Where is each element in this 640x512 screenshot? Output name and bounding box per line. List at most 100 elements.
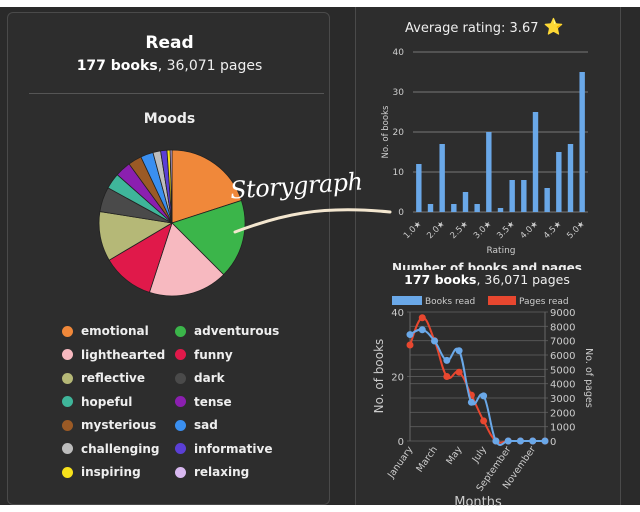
legend-item-tense: tense [175, 394, 295, 410]
line-point [431, 337, 439, 345]
bar-4.0 [532, 112, 539, 212]
line-point [480, 417, 488, 425]
moods-legend: emotional adventurous lighthearted funny ref… [62, 323, 302, 480]
pie-slice-lighthearted [148, 222, 225, 297]
line-point [480, 392, 488, 400]
line-point [455, 368, 463, 376]
line-y-axis-label: No. of books [372, 339, 386, 414]
legend-swatch [62, 349, 73, 360]
legend-item-dark: dark [175, 370, 295, 386]
bar-2.75 [474, 204, 480, 212]
line-y2-tick-label: 3000 [550, 394, 575, 405]
bar-1.0 [416, 164, 422, 212]
bar-5.0 [579, 72, 585, 212]
bar-2.0 [439, 144, 445, 212]
legend-swatch [175, 419, 186, 431]
line-y2-tick-label: 1000 [550, 423, 575, 434]
bar-3.0 [486, 132, 492, 212]
legend-label: tense [194, 394, 232, 409]
pie-slice-relaxing [169, 149, 173, 224]
legend-item-sad: sad [175, 417, 295, 433]
bar-2.5 [462, 192, 469, 212]
legend-item-relaxing: relaxing [175, 464, 295, 480]
bar-x-tick-label: 2.0★ [425, 219, 447, 241]
bar-1.5 [427, 204, 434, 212]
legend-label: emotional [81, 324, 149, 338]
bar-y-tick-label: 30 [393, 88, 405, 98]
legend-item-inspiring: inspiring [62, 464, 175, 480]
line-point [443, 373, 451, 380]
books-count: 177 books [404, 272, 477, 287]
bar-x-tick-label: 3.5★ [495, 219, 517, 241]
line-y2-tick-label: 7000 [550, 337, 575, 348]
stats-panel [355, 7, 621, 505]
line-x-axis-label: Months [454, 495, 502, 510]
line-y-tick-label: 20 [391, 373, 404, 384]
legend-swatch [175, 443, 186, 454]
legend-swatch [175, 396, 186, 407]
legend-label: funny [194, 347, 233, 362]
line-point [455, 347, 463, 355]
line-series-books-read [409, 328, 545, 446]
legend-label: lighthearted [81, 347, 166, 362]
bar-4.5 [556, 152, 562, 212]
read-summary: 177 books, 36,071 pages [8, 58, 331, 74]
legend-label: adventurous [194, 324, 280, 338]
legend-item-funny: funny [175, 347, 295, 363]
line-y2-tick-label: 9000 [550, 308, 575, 319]
legend-swatch [62, 443, 73, 454]
line-y-tick-label: 0 [398, 437, 404, 448]
legend-label: reflective [81, 371, 146, 385]
star-icon: ⭐ [543, 17, 564, 36]
line-point [467, 398, 475, 406]
legend-item-reflective: reflective [62, 370, 175, 386]
legend-swatch [62, 466, 73, 478]
legend-label: mysterious [81, 418, 157, 432]
line-y2-tick-label: 0 [550, 437, 556, 448]
bar-x-axis-label: Rating [486, 246, 515, 256]
read-title: Read [145, 33, 194, 53]
legend-label: hopeful [81, 394, 133, 409]
line-point [443, 356, 451, 364]
books-count: 177 books [76, 58, 158, 74]
average-rating: Average rating: 3.67 ⭐ [405, 17, 563, 36]
legend-swatch [62, 396, 73, 407]
bar-3.75 [521, 180, 527, 212]
legend-item-adventurous: adventurous [175, 323, 295, 339]
bar-2.25 [451, 204, 457, 212]
line-y2-axis-label: No. of pages [583, 348, 594, 408]
line-y2-tick-label: 8000 [550, 322, 575, 333]
legend-swatch [175, 466, 186, 478]
line-x-tick-label: March [414, 444, 440, 474]
legend-label: challenging [81, 441, 160, 456]
bar-3.5 [509, 180, 515, 212]
legend-item-mysterious: mysterious [62, 417, 175, 433]
bar-x-tick-label: 4.0★ [519, 219, 541, 241]
bar-3.25 [497, 208, 504, 212]
legend-item-lighthearted: lighthearted [62, 347, 175, 363]
line-y2-tick-label: 5000 [550, 365, 575, 376]
bar-4.25 [544, 188, 550, 212]
legend-swatch [62, 325, 73, 337]
line-y2-tick-label: 6000 [550, 351, 575, 362]
bar-y-tick-label: 0 [398, 208, 404, 218]
legend-swatch-pages-read [488, 296, 516, 305]
bar-y-axis-label: No. of books [381, 105, 391, 158]
line-point [418, 326, 426, 334]
legend-swatch [62, 372, 73, 384]
line-y-tick-label: 40 [391, 308, 404, 319]
pages-count: , 36,071 pages [476, 272, 570, 287]
pie-slice-emotional [171, 149, 242, 224]
divider [29, 93, 324, 94]
legend-swatch [175, 325, 186, 337]
line-point [406, 341, 414, 349]
line-point [406, 331, 414, 339]
storygraph-swoosh [233, 208, 392, 234]
legend-swatch [62, 419, 73, 431]
bar-x-tick-label: 1.0★ [402, 219, 424, 241]
legend-label: inspiring [81, 465, 141, 479]
books-pages-summary: 177 books, 36,071 pages [355, 272, 619, 287]
pie-slice-adventurous [171, 199, 246, 276]
legend-label: informative [194, 441, 273, 456]
